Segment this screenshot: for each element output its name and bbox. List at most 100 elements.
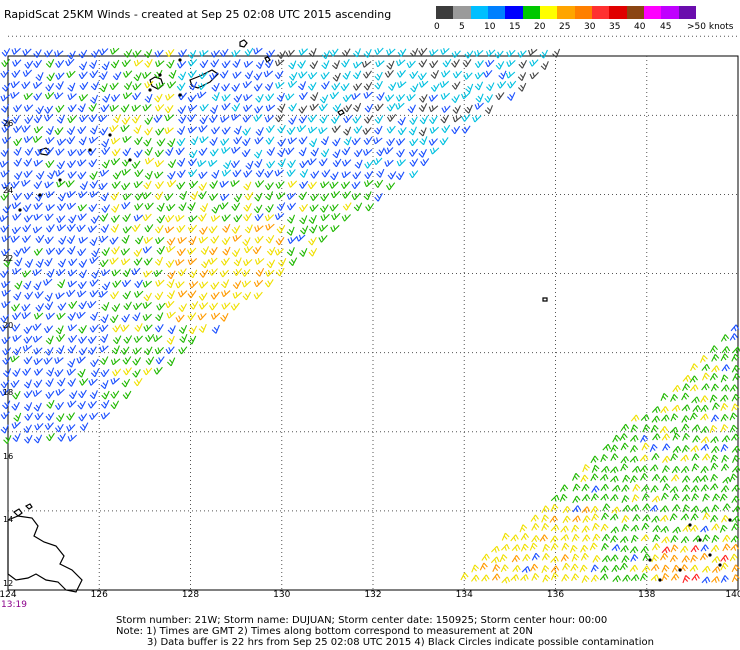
wind-barb xyxy=(710,544,720,553)
wind-barb xyxy=(67,171,77,179)
wind-barb xyxy=(56,224,67,232)
wind-barb xyxy=(491,545,500,553)
wind-barb xyxy=(44,213,54,221)
legend-color-swatch xyxy=(487,6,506,19)
wind-barb xyxy=(133,59,144,67)
wind-barb xyxy=(33,379,43,388)
wind-barb xyxy=(210,312,221,320)
wind-barb xyxy=(45,59,55,68)
wind-barb xyxy=(232,234,242,242)
footer-storm-info: Storm number: 21W; Storm name: DUJUAN; S… xyxy=(116,615,608,626)
wind-barb xyxy=(682,374,692,382)
wind-barb xyxy=(505,71,516,79)
wind-barb xyxy=(230,180,240,187)
wind-barb xyxy=(288,72,298,81)
wind-barb xyxy=(254,180,265,188)
wind-barb xyxy=(651,554,660,563)
wind-barb xyxy=(10,180,20,189)
wind-barb xyxy=(711,504,720,513)
wind-barb xyxy=(122,135,132,143)
wind-barb xyxy=(220,115,230,123)
wind-barb xyxy=(690,545,700,553)
legend-color-swatch xyxy=(436,6,454,19)
wind-barb xyxy=(109,47,120,55)
wind-barb xyxy=(691,396,700,404)
contamination-dot xyxy=(88,148,92,152)
wind-barb xyxy=(121,59,131,68)
wind-barb xyxy=(640,414,650,422)
wind-barb xyxy=(266,259,276,269)
wind-barb xyxy=(12,104,23,113)
wind-barb xyxy=(221,236,231,246)
wind-barb xyxy=(0,103,10,113)
wind-barb xyxy=(620,456,629,464)
wind-barb xyxy=(164,105,174,114)
wind-barb xyxy=(711,365,720,373)
wind-barb xyxy=(320,213,330,222)
wind-barb xyxy=(77,171,87,180)
wind-barb xyxy=(681,494,691,502)
wind-barb xyxy=(296,124,307,133)
wind-barb xyxy=(142,246,152,254)
wind-barb xyxy=(89,390,98,400)
wind-barb xyxy=(33,126,44,134)
wind-barb xyxy=(518,82,527,92)
wind-barb xyxy=(44,301,54,311)
wind-barb xyxy=(520,574,529,582)
wind-barb xyxy=(266,49,276,58)
wind-barb xyxy=(731,495,740,504)
wind-barb xyxy=(166,180,177,188)
wind-barb xyxy=(570,563,579,572)
wind-barb xyxy=(712,402,720,411)
wind-barb xyxy=(286,214,296,224)
wind-barb xyxy=(298,48,308,56)
wind-barb xyxy=(264,115,274,123)
wind-barb xyxy=(701,372,710,381)
wind-barb xyxy=(602,443,612,451)
wind-barb xyxy=(66,135,76,145)
wind-barb xyxy=(57,302,67,311)
wind-barb xyxy=(34,148,44,157)
wind-barb xyxy=(33,180,43,190)
wind-barb xyxy=(231,103,241,112)
wind-barb xyxy=(386,182,396,191)
wind-barb xyxy=(56,312,66,320)
wind-barb xyxy=(132,369,141,378)
wind-barb xyxy=(590,505,599,514)
wind-barb xyxy=(198,182,208,191)
wind-barb xyxy=(474,60,484,69)
wind-barb xyxy=(255,60,265,70)
coastline xyxy=(542,297,548,302)
wind-barb xyxy=(286,226,295,236)
wind-barb xyxy=(720,554,729,562)
wind-barb xyxy=(123,301,132,311)
wind-barb xyxy=(188,169,198,177)
wind-barb xyxy=(45,390,55,399)
wind-barb xyxy=(13,171,23,180)
wind-barb xyxy=(463,72,473,80)
wind-barb xyxy=(517,50,527,58)
wind-barb xyxy=(619,535,629,543)
wind-barb xyxy=(55,81,64,90)
wind-barb xyxy=(550,572,559,581)
lat-tick-label: 26 xyxy=(3,119,13,128)
wind-barb xyxy=(701,565,711,573)
wind-barb xyxy=(441,124,451,134)
wind-barb xyxy=(700,443,710,451)
legend-color-swatch xyxy=(609,6,627,19)
wind-barb xyxy=(197,312,207,321)
wind-barb xyxy=(319,204,329,213)
wind-barb xyxy=(732,505,740,513)
wind-barb xyxy=(681,415,690,423)
wind-barb xyxy=(277,103,286,113)
wind-barb xyxy=(610,554,619,562)
wind-barb xyxy=(531,535,540,543)
wind-barb xyxy=(79,181,88,191)
wind-barb xyxy=(77,368,86,378)
wind-barb xyxy=(43,278,53,286)
wind-barb xyxy=(365,203,375,212)
wind-barb xyxy=(98,114,108,123)
wind-barb xyxy=(176,137,186,147)
lat-tick-label: 18 xyxy=(3,388,13,397)
wind-barb xyxy=(474,81,484,91)
